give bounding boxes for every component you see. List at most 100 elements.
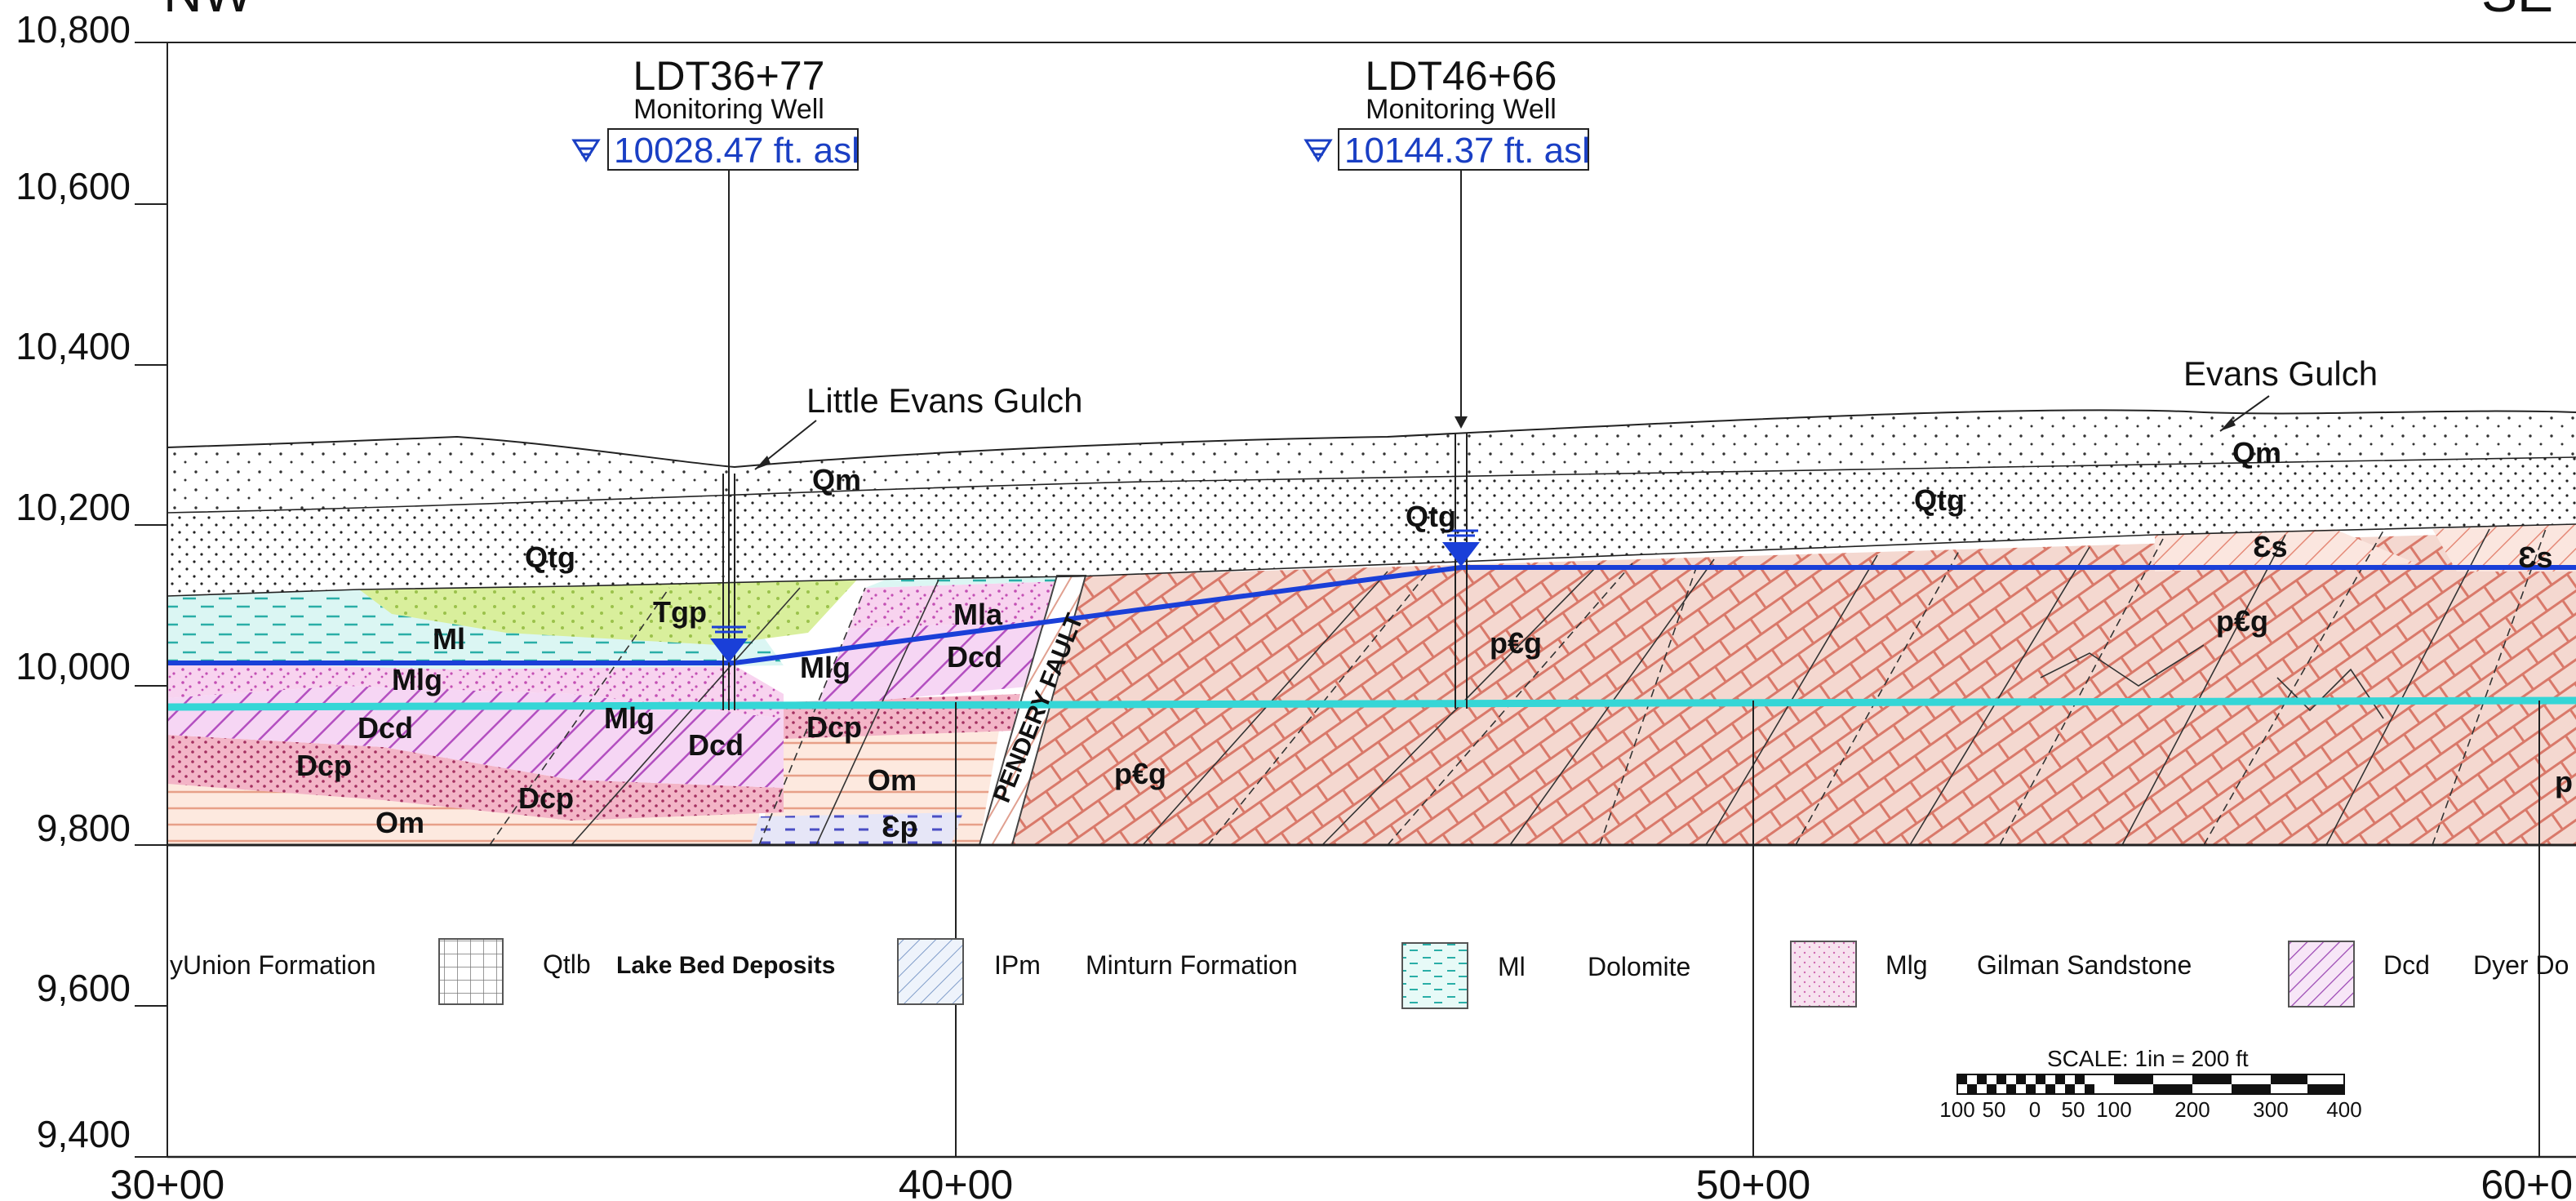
legend: y Union Formation Qtlb Lake Bed Deposits… <box>170 938 2569 1009</box>
unit-dcd-fill-2 <box>816 621 1053 706</box>
scale-tick-label: 400 <box>2326 1097 2361 1122</box>
scale-tick-label: 50 <box>1983 1097 2006 1122</box>
legend-name: Union Formation <box>183 950 376 980</box>
legend-code: Qtlb <box>543 950 591 979</box>
monitoring-well-2: LDT46+66 Monitoring Well 10144.37 ft. as… <box>1304 53 1590 709</box>
legend-code: Mlg <box>1885 950 1928 980</box>
y-axis-labels: 10,800 10,600 10,400 10,200 10,000 9,800… <box>16 8 131 1155</box>
y-tick-label: 10,000 <box>16 645 131 687</box>
section-frame <box>135 42 2576 1159</box>
scale-tick-label: 100 <box>2096 1097 2131 1122</box>
unit-pcg-fill <box>979 531 2576 845</box>
legend-code: Ml <box>1498 952 1526 981</box>
unit-label: Ɛs <box>2518 540 2553 574</box>
unit-label: Om <box>868 763 917 797</box>
unit-label: Ml <box>433 622 465 656</box>
x-axis-labels: 30+00 40+00 50+00 60+0 <box>110 1162 2573 1201</box>
legend-code: Dcd <box>2383 950 2430 980</box>
scale-tick-label: 0 <box>2029 1097 2041 1122</box>
unit-label: Mla <box>953 598 1003 631</box>
y-tick-label: 10,400 <box>16 325 131 367</box>
water-level-box <box>607 128 859 171</box>
legend-swatch-dolomite <box>1401 942 1468 1009</box>
water-level-value: 10028.47 ft. asl <box>614 131 859 171</box>
annotation-evans-gulch: Evans Gulch <box>2183 354 2378 432</box>
x-tick-label: 40+00 <box>899 1162 1013 1201</box>
unit-label: Dcp <box>518 781 574 815</box>
unit-label: Mlg <box>392 663 442 696</box>
legend-name: Lake Bed Deposits <box>616 952 835 979</box>
unit-labels: Qm Qtg Qtg Qm Qtg Ɛs Ɛs Tgp Ml Mlg Mlg D… <box>296 436 2573 843</box>
y-tick-label: 10,600 <box>16 165 131 207</box>
unit-label: Qm <box>2232 436 2281 469</box>
unit-qm-fill <box>167 410 2576 513</box>
legend-name: Dyer Do <box>2473 950 2569 980</box>
unit-label: Qm <box>812 463 861 496</box>
unit-mlg-fill <box>167 661 784 718</box>
monitoring-well-1: LDT36+77 Monitoring Well 10028.47 ft. as… <box>571 53 859 710</box>
water-table-line <box>167 565 2576 665</box>
unit-label: Dcd <box>947 640 1002 674</box>
scale-title: SCALE: 1in = 200 ft <box>2047 1046 2249 1071</box>
legend-name: Gilman Sandstone <box>1977 950 2192 980</box>
unit-mlg-fill-2 <box>849 581 1061 629</box>
scale-tick-label: 300 <box>2253 1097 2288 1122</box>
unit-cp-fill <box>751 812 963 845</box>
scale-bar: SCALE: 1in = 200 ft 100 50 0 50 100 200 … <box>1939 1046 2361 1122</box>
annotation-label: Evans Gulch <box>2183 354 2378 393</box>
unit-label: Dcd <box>688 728 744 762</box>
unit-label: p€g <box>2216 604 2268 638</box>
unit-label: Mlg <box>800 651 851 684</box>
x-tick-label: 30+00 <box>110 1162 224 1201</box>
unit-label: Dcp <box>806 710 862 744</box>
scale-tick-label: 100 <box>1939 1097 1974 1122</box>
unit-label: Om <box>375 806 424 839</box>
reference-line <box>167 696 2576 711</box>
y-tick-label: 9,800 <box>37 807 131 849</box>
legend-name: Minturn Formation <box>1086 950 1298 980</box>
scale-tick-label: 200 <box>2174 1097 2210 1122</box>
annotation-label: Little Evans Gulch <box>806 381 1083 420</box>
well-name: LDT46+66 <box>1366 53 1557 99</box>
y-tick-label: 10,200 <box>16 486 131 528</box>
geology-units <box>167 410 2576 846</box>
unit-dcp-fill <box>167 735 784 821</box>
annotation-little-evans-gulch: Little Evans Gulch <box>754 381 1083 470</box>
direction-label-nw: NW <box>163 0 254 23</box>
unit-label: Qtg <box>525 540 575 574</box>
water-level-marker <box>1442 542 1480 567</box>
unit-cs-fill <box>2155 529 2416 572</box>
water-level-icon <box>571 139 601 162</box>
unit-label: Dcp <box>296 749 352 782</box>
legend-swatch-hatch <box>897 938 964 1005</box>
unit-label: Qtg <box>1914 483 1965 517</box>
unit-cs-fill-2 <box>2432 524 2576 572</box>
unit-label: Qtg <box>1406 500 1456 533</box>
unit-tgp-fill <box>359 580 857 645</box>
unit-label: p€g <box>1490 626 1542 660</box>
legend-swatch-purple <box>2288 941 2355 1008</box>
legend-swatch-speckle <box>1790 941 1857 1008</box>
unit-qtg-fill <box>167 457 2576 596</box>
water-level-icon <box>1304 139 1333 162</box>
unit-label: p€g <box>1114 757 1166 790</box>
scale-tick-label: 50 <box>2062 1097 2085 1122</box>
unit-label: Ɛs <box>2253 530 2288 563</box>
water-level-box <box>1338 128 1589 171</box>
unit-label: Mlg <box>604 701 655 735</box>
x-tick-label: 50+00 <box>1696 1162 1810 1201</box>
water-level-marker <box>710 638 748 663</box>
unit-label: Dcd <box>358 711 413 745</box>
unit-om-fill-2 <box>759 702 1004 845</box>
well-type: Monitoring Well <box>1366 94 1557 125</box>
well-name: LDT36+77 <box>633 53 825 99</box>
water-level-value: 10144.37 ft. asl <box>1344 131 1590 171</box>
unit-label: Ɛp <box>882 810 918 843</box>
y-tick-label: 10,800 <box>16 8 131 51</box>
unit-label: Tgp <box>653 595 707 629</box>
x-tick-label: 60+0 <box>2481 1162 2573 1201</box>
y-tick-label: 9,400 <box>37 1113 131 1155</box>
legend-prefix: y <box>170 950 183 980</box>
legend-code: IPm <box>994 950 1041 980</box>
